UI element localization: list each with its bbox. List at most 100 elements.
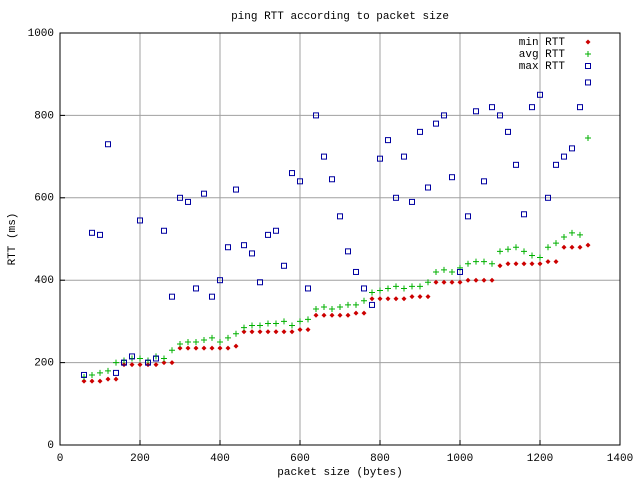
data-point bbox=[425, 184, 431, 191]
data-point bbox=[273, 227, 279, 234]
data-point bbox=[449, 268, 455, 275]
data-point bbox=[417, 128, 423, 135]
data-point bbox=[193, 345, 199, 351]
data-point bbox=[137, 217, 143, 224]
legend-symbol bbox=[585, 63, 591, 69]
data-point bbox=[425, 279, 431, 286]
data-point bbox=[481, 178, 487, 185]
data-point bbox=[433, 120, 439, 127]
data-point bbox=[449, 279, 455, 285]
legend-symbol bbox=[585, 39, 591, 45]
data-point bbox=[361, 285, 367, 292]
data-point bbox=[281, 262, 287, 269]
data-point bbox=[289, 329, 295, 335]
data-point bbox=[537, 261, 543, 267]
data-point bbox=[393, 283, 399, 290]
data-point bbox=[585, 135, 591, 142]
data-point bbox=[457, 268, 463, 275]
data-point bbox=[505, 246, 511, 253]
data-point bbox=[281, 329, 287, 335]
data-point bbox=[233, 343, 239, 349]
data-point bbox=[81, 378, 87, 384]
data-point bbox=[553, 161, 559, 168]
data-point bbox=[353, 310, 359, 316]
data-point bbox=[113, 376, 119, 382]
data-point bbox=[105, 367, 111, 374]
data-point bbox=[105, 376, 111, 382]
data-point bbox=[281, 318, 287, 325]
data-point bbox=[473, 277, 479, 283]
data-point bbox=[385, 296, 391, 302]
chart-title: ping RTT according to packet size bbox=[231, 11, 449, 23]
data-point bbox=[441, 266, 447, 273]
data-point bbox=[185, 345, 191, 351]
x-tick-label: 800 bbox=[370, 453, 390, 465]
data-point bbox=[505, 261, 511, 267]
data-point bbox=[473, 258, 479, 265]
y-tick-label: 800 bbox=[34, 110, 54, 122]
data-point bbox=[417, 294, 423, 300]
data-point bbox=[433, 279, 439, 285]
data-point bbox=[177, 194, 183, 201]
data-point bbox=[305, 285, 311, 292]
data-point bbox=[577, 244, 583, 250]
data-point bbox=[145, 359, 151, 366]
data-point bbox=[201, 345, 207, 351]
x-tick-label: 1200 bbox=[527, 453, 553, 465]
y-axis-label: RTT (ms) bbox=[7, 213, 19, 266]
data-point bbox=[161, 360, 167, 366]
data-point bbox=[545, 194, 551, 201]
x-tick-label: 600 bbox=[290, 453, 310, 465]
data-point bbox=[329, 176, 335, 183]
data-point bbox=[553, 259, 559, 265]
data-point bbox=[369, 289, 375, 296]
data-point bbox=[529, 261, 535, 267]
data-point bbox=[209, 345, 215, 351]
data-point bbox=[97, 378, 103, 384]
data-point bbox=[89, 378, 95, 384]
data-point bbox=[97, 231, 103, 238]
data-point bbox=[289, 170, 295, 177]
data-point bbox=[489, 260, 495, 267]
y-tick-label: 200 bbox=[34, 358, 54, 370]
data-point bbox=[345, 301, 351, 308]
data-point bbox=[401, 153, 407, 160]
data-point bbox=[481, 258, 487, 265]
data-point bbox=[377, 296, 383, 302]
data-point bbox=[393, 296, 399, 302]
data-point bbox=[177, 341, 183, 348]
data-point bbox=[273, 320, 279, 327]
data-point bbox=[377, 287, 383, 294]
x-tick-label: 1000 bbox=[447, 453, 473, 465]
data-point bbox=[521, 248, 527, 255]
data-point bbox=[161, 355, 167, 362]
data-point bbox=[185, 339, 191, 345]
data-point bbox=[465, 260, 471, 267]
data-point bbox=[337, 213, 343, 220]
data-point bbox=[441, 279, 447, 285]
data-point bbox=[561, 244, 567, 250]
data-point bbox=[481, 277, 487, 283]
data-point bbox=[553, 240, 559, 247]
data-point bbox=[569, 244, 575, 250]
y-tick-label: 400 bbox=[34, 275, 54, 287]
legend-label: avg RTT bbox=[519, 49, 566, 61]
data-point bbox=[489, 277, 495, 283]
data-point bbox=[153, 355, 159, 362]
data-point bbox=[177, 345, 183, 351]
data-point bbox=[89, 229, 95, 236]
data-point bbox=[385, 285, 391, 292]
data-point bbox=[449, 174, 455, 181]
data-point bbox=[441, 112, 447, 119]
data-point bbox=[257, 279, 263, 286]
data-point bbox=[313, 306, 319, 313]
data-point bbox=[265, 329, 271, 335]
legend-label: max RTT bbox=[519, 61, 566, 73]
data-point bbox=[289, 322, 295, 329]
data-point bbox=[209, 334, 215, 341]
data-point bbox=[569, 229, 575, 236]
data-point bbox=[497, 248, 503, 255]
x-tick-label: 0 bbox=[57, 453, 64, 465]
legend-symbol bbox=[585, 51, 591, 57]
